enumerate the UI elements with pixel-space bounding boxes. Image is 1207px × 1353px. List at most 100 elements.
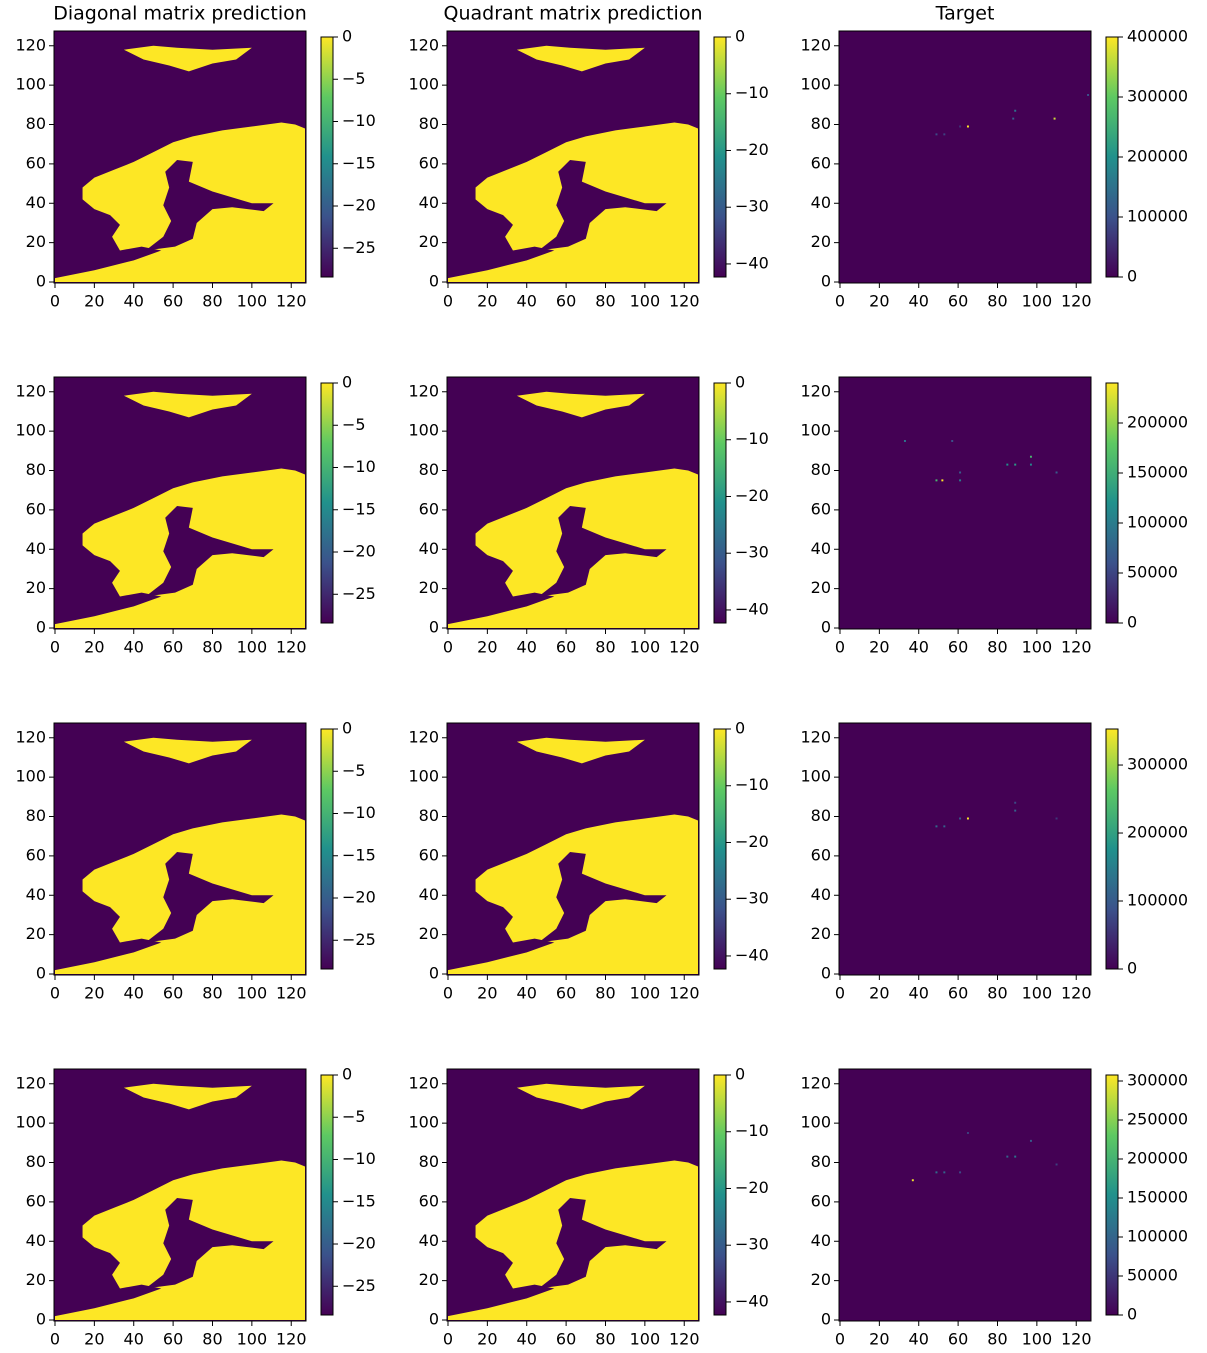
colorbar-tick-label: 300000: [1127, 755, 1188, 774]
y-tick-label: 0: [429, 964, 439, 983]
heatmap-cell: [1006, 1156, 1008, 1158]
x-tick-label: 0: [443, 984, 453, 1003]
x-tick-label: 20: [84, 984, 104, 1003]
page: {"chart_data": [ {"type": "heatmap", "ti…: [0, 0, 1207, 1353]
heatmap-cell: [1030, 464, 1032, 466]
y-tick-label: 80: [419, 114, 439, 133]
y-tick-label: 20: [419, 232, 439, 251]
y-tick-label: 0: [429, 272, 439, 291]
y-tick-label: 80: [811, 1152, 831, 1171]
heatmap-cell: [1006, 464, 1008, 466]
y-tick-label: 60: [419, 153, 439, 172]
y-tick-label: 40: [26, 193, 46, 212]
heatmap-cell: [935, 133, 937, 135]
colorbar: [321, 729, 333, 969]
heatmap-cell: [1014, 802, 1016, 804]
x-tick-label: 40: [909, 292, 929, 311]
colorbar-tick-label: −10: [735, 1121, 769, 1140]
colorbar-tick-label: 300000: [1127, 87, 1188, 106]
colorbar: [321, 383, 333, 623]
colorbar-tick-label: 0: [735, 27, 745, 46]
x-tick-label: 40: [124, 638, 144, 657]
colorbar-tick-label: −5: [342, 69, 366, 88]
x-tick-label: 100: [630, 292, 661, 311]
x-tick-label: 100: [237, 1330, 268, 1349]
y-tick-label: 20: [811, 1270, 831, 1289]
y-tick-label: 80: [26, 114, 46, 133]
colorbar-tick-label: −15: [342, 499, 376, 518]
x-tick-label: 60: [163, 984, 183, 1003]
y-tick-label: 120: [800, 381, 831, 400]
colorbar-tick-label: −5: [342, 761, 366, 780]
y-tick-label: 120: [15, 35, 46, 54]
x-tick-label: 100: [1022, 638, 1053, 657]
y-tick-label: 60: [811, 153, 831, 172]
colorbar-tick-label: 150000: [1127, 463, 1188, 482]
heatmap-cell: [1056, 1164, 1058, 1166]
colorbar-tick-label: 0: [342, 1065, 352, 1084]
colorbar-tick-label: −20: [342, 888, 376, 907]
colorbar-tick-label: −15: [342, 153, 376, 172]
y-tick-label: 40: [811, 193, 831, 212]
heatmap-background: [839, 31, 1091, 283]
y-tick-label: 40: [811, 885, 831, 904]
colorbar-tick-label: −20: [342, 1234, 376, 1253]
colorbar-tick-label: 100000: [1127, 891, 1188, 910]
heatmap-cell: [935, 1171, 937, 1173]
colorbar: [321, 1075, 333, 1315]
y-tick-label: 100: [408, 767, 439, 786]
x-tick-label: 0: [835, 984, 845, 1003]
y-tick-label: 120: [800, 1073, 831, 1092]
x-tick-label: 100: [1022, 1330, 1053, 1349]
x-tick-label: 60: [163, 292, 183, 311]
x-tick-label: 100: [630, 638, 661, 657]
y-tick-label: 120: [800, 727, 831, 746]
x-tick-label: 0: [443, 292, 453, 311]
x-tick-label: 80: [987, 638, 1007, 657]
heatmap-cell: [943, 825, 945, 827]
x-tick-label: 60: [163, 1330, 183, 1349]
colorbar: [1106, 729, 1118, 969]
x-tick-label: 20: [477, 638, 497, 657]
y-tick-label: 120: [408, 35, 439, 54]
figure: Diagonal matrix prediction02040608010012…: [0, 0, 1207, 1353]
panel: 0204060801001200204060801001200500001000…: [800, 377, 1188, 657]
y-tick-label: 60: [26, 845, 46, 864]
y-tick-label: 60: [811, 499, 831, 518]
heatmap-cell: [1056, 818, 1058, 820]
y-tick-label: 120: [15, 1073, 46, 1092]
colorbar-tick-label: −25: [342, 238, 376, 257]
x-tick-label: 60: [556, 292, 576, 311]
colorbar-tick-label: 0: [1127, 1305, 1137, 1324]
colorbar: [1106, 37, 1118, 277]
y-tick-label: 40: [419, 885, 439, 904]
x-tick-label: 60: [556, 638, 576, 657]
colorbar-tick-label: 0: [1127, 959, 1137, 978]
colorbar: [1106, 1075, 1118, 1315]
colorbar-tick-label: −30: [735, 543, 769, 562]
panel: 020406080100120020406080100120−25−20−15−…: [15, 719, 375, 1003]
x-tick-label: 40: [517, 1330, 537, 1349]
colorbar-tick-label: −25: [342, 930, 376, 949]
x-tick-label: 60: [948, 984, 968, 1003]
colorbar-tick-label: −20: [342, 542, 376, 561]
x-tick-label: 20: [869, 292, 889, 311]
x-tick-label: 120: [276, 1330, 307, 1349]
y-tick-label: 80: [26, 460, 46, 479]
colorbar-tick-label: −15: [342, 1191, 376, 1210]
x-tick-label: 120: [1061, 1330, 1092, 1349]
colorbar: [1106, 383, 1118, 623]
colorbar-tick-label: −10: [342, 457, 376, 476]
y-tick-label: 0: [36, 272, 46, 291]
x-tick-label: 0: [443, 638, 453, 657]
heatmap-cell: [951, 440, 953, 442]
panel: Diagonal matrix prediction02040608010012…: [15, 3, 375, 311]
colorbar-tick-label: −40: [735, 945, 769, 964]
heatmap-cell: [904, 440, 906, 442]
heatmap-cell: [1014, 810, 1016, 812]
y-tick-label: 100: [408, 421, 439, 440]
x-tick-label: 40: [517, 984, 537, 1003]
heatmap-cell: [1030, 1140, 1032, 1142]
